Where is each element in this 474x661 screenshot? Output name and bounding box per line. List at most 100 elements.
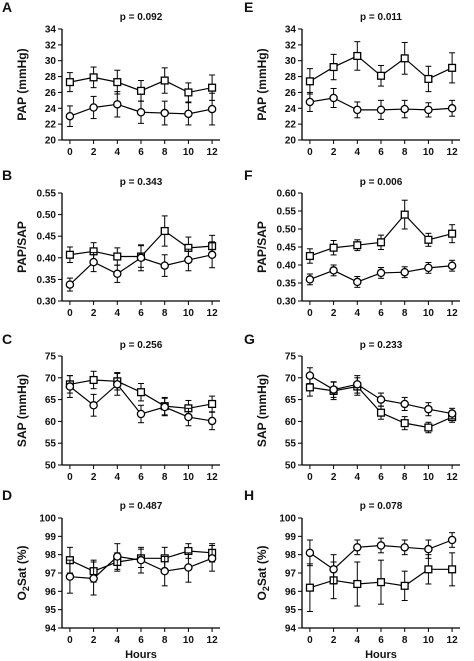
- data-point-circle: [329, 565, 338, 574]
- data-point-square: [329, 243, 338, 252]
- panel-letter: A: [2, 0, 12, 15]
- x-tick-label: 6: [378, 635, 384, 646]
- data-point-circle: [113, 100, 122, 109]
- x-tick-label: 10: [183, 472, 195, 483]
- data-point-square: [400, 581, 409, 590]
- y-tick-label: 32: [285, 40, 297, 51]
- series-square: [305, 199, 457, 264]
- series-square: [305, 41, 457, 95]
- x-tick-label: 12: [207, 147, 219, 158]
- y-axis-label-main: PAP/SAP: [255, 221, 269, 273]
- y-tick-label: 98: [285, 550, 297, 561]
- y-tick-label: 75: [45, 352, 57, 363]
- data-point-circle: [353, 380, 362, 389]
- data-point-square: [424, 565, 433, 574]
- data-point-circle: [424, 544, 433, 554]
- x-tick-label: 4: [115, 147, 121, 158]
- y-tick-label: 0.30: [277, 297, 297, 308]
- y-axis-label-main: O: [15, 591, 29, 600]
- data-point-square: [160, 76, 169, 85]
- data-point-circle: [89, 574, 98, 583]
- x-tick-label: 10: [423, 147, 435, 158]
- x-tick-label: 6: [138, 147, 144, 158]
- data-point-circle: [329, 266, 338, 275]
- data-point-circle: [376, 395, 386, 404]
- x-tick-label: 2: [331, 635, 337, 646]
- y-tick-label: 22: [45, 120, 57, 131]
- y-tick-label: 0.40: [277, 261, 297, 272]
- y-tick-label: 0.35: [37, 275, 57, 286]
- y-tick-label: 50: [285, 461, 297, 472]
- x-tick-label: 6: [138, 472, 144, 483]
- data-point-circle: [184, 109, 193, 119]
- x-tick-label: 0: [67, 147, 73, 158]
- data-point-square: [208, 83, 217, 92]
- y-tick-label: 28: [45, 72, 57, 83]
- y-axis-label-rest: Sat (%): [15, 545, 29, 586]
- data-point-circle: [400, 399, 409, 409]
- y-axis-label-main: PAP/SAP: [15, 221, 29, 273]
- data-point-square: [305, 383, 314, 392]
- data-point-square: [136, 86, 146, 95]
- data-point-square: [400, 419, 409, 428]
- y-tick-label: 26: [285, 88, 297, 99]
- data-point-circle: [113, 552, 122, 561]
- panel-letter: C: [2, 331, 12, 347]
- x-tick-label: 12: [447, 635, 459, 646]
- data-point-circle: [305, 97, 315, 107]
- y-axis-label: PAP/SAP: [255, 221, 269, 273]
- data-point-circle: [136, 409, 146, 419]
- data-point-square: [89, 73, 98, 82]
- data-point-square: [65, 78, 74, 87]
- data-point-circle: [136, 253, 146, 263]
- data-point-square: [329, 63, 338, 72]
- data-point-square: [136, 388, 146, 397]
- data-point-circle: [447, 409, 457, 418]
- data-point-circle: [160, 566, 169, 576]
- data-point-circle: [424, 105, 433, 115]
- y-tick-label: 60: [45, 417, 57, 428]
- y-tick-label: 0.45: [277, 243, 297, 254]
- x-tick-label: 0: [307, 472, 313, 483]
- y-tick-label: 24: [285, 104, 297, 115]
- data-point-circle: [207, 416, 217, 426]
- x-tick-label: 10: [183, 147, 195, 158]
- y-tick-label: 0.60: [277, 189, 297, 200]
- y-tick-label: 0.45: [37, 232, 57, 243]
- panel-letter: E: [244, 0, 253, 15]
- data-point-circle: [353, 543, 362, 552]
- data-point-square: [400, 54, 409, 63]
- data-point-square: [305, 77, 314, 86]
- x-tick-label: 8: [162, 635, 168, 646]
- data-point-circle: [89, 401, 98, 410]
- data-point-square: [376, 578, 386, 587]
- y-axis-label: SAP (mmHg): [15, 374, 29, 447]
- x-tick-label: 2: [91, 635, 97, 646]
- x-tick-label: 4: [355, 308, 361, 319]
- series-circle: [305, 532, 457, 585]
- y-tick-label: 96: [285, 587, 297, 598]
- y-tick-label: 96: [45, 587, 57, 598]
- data-point-square: [448, 565, 457, 574]
- x-tick-label: 2: [331, 308, 337, 319]
- y-tick-label: 70: [285, 373, 297, 384]
- y-tick-label: 100: [279, 514, 296, 525]
- x-tick-label: 4: [115, 472, 121, 483]
- series-circle: [305, 87, 457, 120]
- y-tick-label: 50: [45, 461, 57, 472]
- data-point-circle: [424, 404, 433, 414]
- panel-letter: B: [2, 167, 12, 183]
- x-tick-label: 0: [67, 472, 73, 483]
- data-point-circle: [329, 385, 338, 394]
- data-point-circle: [207, 250, 217, 260]
- data-point-square: [448, 63, 457, 72]
- y-tick-label: 99: [285, 532, 297, 543]
- data-point-circle: [65, 572, 75, 581]
- y-axis-label: PAP/SAP: [15, 221, 29, 273]
- panel-letter: G: [244, 331, 255, 347]
